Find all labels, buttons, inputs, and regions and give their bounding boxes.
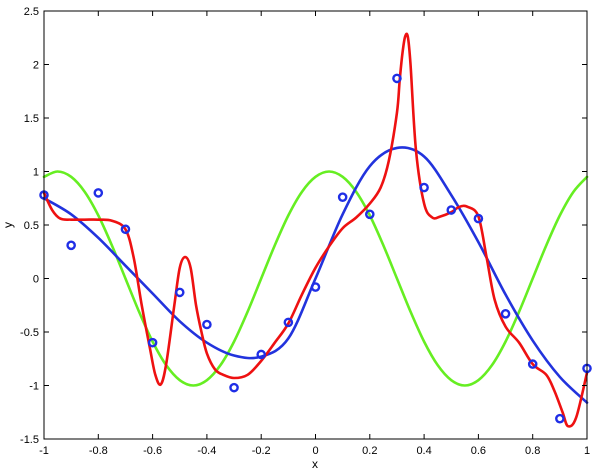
x-tick-label: -0.4 xyxy=(197,445,216,457)
y-axis: -1.5 -1 -0.5 0 0.5 1 1.5 2 2.5 xyxy=(20,6,587,446)
y-tick-label: -0.5 xyxy=(20,327,39,339)
y-tick-label: 0.5 xyxy=(24,220,39,232)
data-point xyxy=(229,382,239,393)
x-tick-label: -0.6 xyxy=(143,445,162,457)
data-point xyxy=(473,213,484,224)
data-point xyxy=(310,282,321,292)
x-axis: -1 -0.8 -0.6 -0.4 -0.2 0 0.2 0.4 0.6 0.8 1 xyxy=(39,11,590,457)
data-point xyxy=(147,337,158,348)
data-point xyxy=(256,349,267,360)
data-point xyxy=(392,73,402,84)
y-tick-label: 1.5 xyxy=(24,113,39,125)
y-tick-label: -1.5 xyxy=(20,434,39,446)
data-point xyxy=(174,287,185,298)
data-point xyxy=(555,413,565,424)
x-tick-label: 0.6 xyxy=(471,445,486,457)
data-point xyxy=(93,188,104,198)
points-layer xyxy=(39,73,592,424)
x-tick-label: 0.8 xyxy=(525,445,540,457)
data-point xyxy=(364,209,375,220)
data-point xyxy=(66,240,76,251)
y-tick-label: 1 xyxy=(33,167,39,179)
series-line-red xyxy=(42,32,589,428)
data-point xyxy=(446,205,457,215)
data-point xyxy=(527,359,538,369)
data-point xyxy=(283,317,294,328)
x-axis-label: x xyxy=(312,457,318,471)
x-tick-label: -1 xyxy=(39,445,49,457)
x-tick-label: 0.2 xyxy=(362,445,377,457)
series-line-green xyxy=(42,170,589,387)
y-tick-label: -1 xyxy=(29,381,39,393)
data-point xyxy=(419,182,429,193)
x-tick-label: 0 xyxy=(312,445,318,457)
x-tick-label: 0.4 xyxy=(416,445,431,457)
x-tick-label: -0.8 xyxy=(89,445,108,457)
data-point xyxy=(500,309,511,319)
plot-area xyxy=(44,11,587,439)
x-tick-label: 1 xyxy=(584,445,590,457)
y-tick-label: 2.5 xyxy=(24,6,39,18)
data-point xyxy=(120,224,131,235)
y-axis-label: y xyxy=(1,222,15,228)
y-tick-label: 2 xyxy=(33,60,39,72)
series-line-blue xyxy=(42,146,589,404)
data-point xyxy=(202,319,212,330)
x-tick-label: -0.2 xyxy=(252,445,271,457)
data-point xyxy=(337,192,348,202)
y-tick-label: 0 xyxy=(33,274,39,286)
series-layer xyxy=(42,32,589,428)
